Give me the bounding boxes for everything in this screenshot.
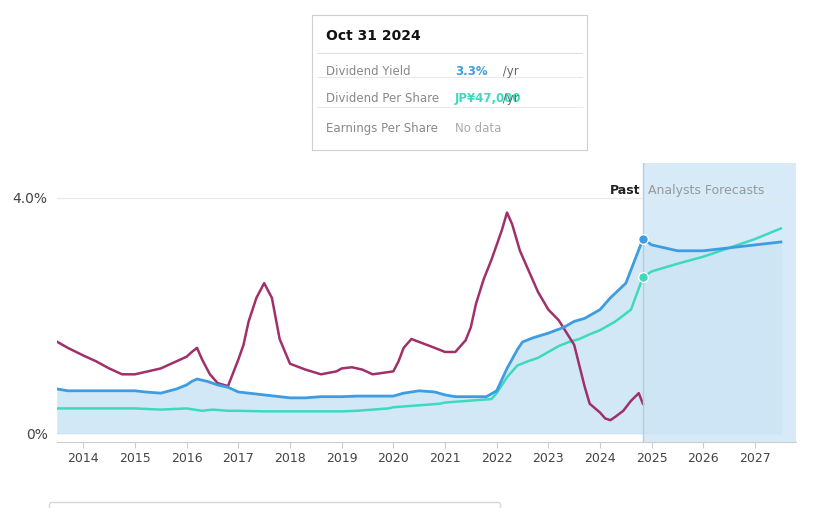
Text: Analysts Forecasts: Analysts Forecasts	[648, 184, 764, 197]
Bar	[643, 163, 796, 442]
Text: No data: No data	[455, 122, 502, 135]
Text: /yr: /yr	[499, 92, 519, 105]
Text: Dividend Yield: Dividend Yield	[326, 66, 410, 78]
Text: JP¥47,000: JP¥47,000	[455, 92, 521, 105]
Text: Earnings Per Share: Earnings Per Share	[326, 122, 438, 135]
Text: Dividend Per Share: Dividend Per Share	[326, 92, 439, 105]
Text: /yr: /yr	[499, 66, 519, 78]
Legend: Dividend Yield, Dividend Per Share, Earnings Per Share: Dividend Yield, Dividend Per Share, Earn…	[49, 502, 500, 508]
Text: Oct 31 2024: Oct 31 2024	[326, 28, 420, 43]
Text: 3.3%: 3.3%	[455, 66, 488, 78]
Text: Past: Past	[610, 184, 640, 197]
